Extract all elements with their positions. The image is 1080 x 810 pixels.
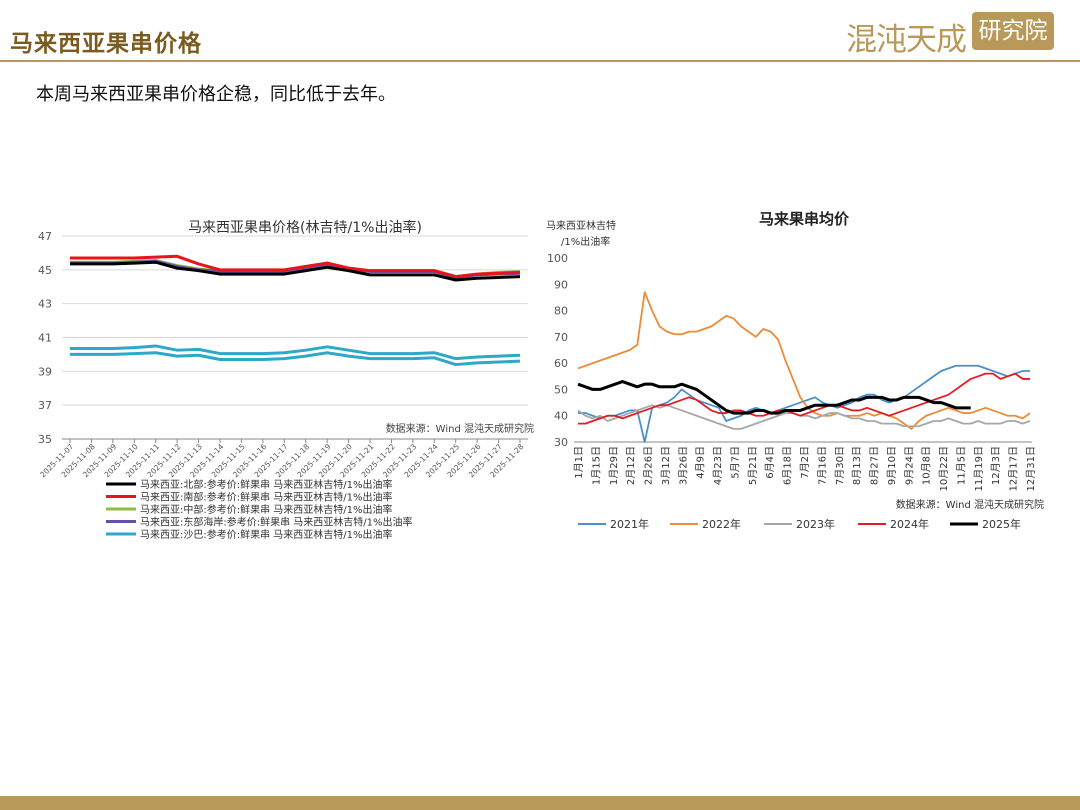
y-tick-label: 80: [554, 305, 568, 318]
y-tick-label: 30: [554, 436, 568, 449]
y-tick-label: 45: [38, 264, 52, 277]
y-tick-label: 40: [554, 410, 568, 423]
y-tick-label: 90: [554, 278, 568, 291]
x-tick-label: 1月15日: [590, 446, 602, 485]
y-tick-label: 39: [38, 365, 52, 378]
y-tick-label: 60: [554, 357, 568, 370]
y-tick-label: 100: [547, 252, 568, 265]
x-tick-label: 2月12日: [625, 446, 637, 485]
y-tick-label: 70: [554, 331, 568, 344]
series-line: [70, 351, 521, 367]
series-line: [70, 260, 521, 282]
legend-label: 马来西亚:中部:参考价:鲜果串 马来西亚林吉特/1%出油率: [140, 503, 393, 516]
x-tick-label: 2月26日: [643, 446, 655, 485]
legend-label: 2022年: [702, 517, 741, 531]
logo-text: 混沌天成: [846, 22, 967, 58]
legend-label: 马来西亚:东部海岸:参考价:鲜果串 马来西亚林吉特/1%出油率: [140, 516, 413, 529]
x-tick-label: 7月30日: [834, 446, 846, 485]
footer-bar: [0, 796, 1080, 810]
x-tick-label: 10月22日: [938, 446, 950, 491]
series-line: [577, 404, 1031, 430]
header-title: 马来西亚果串价格: [10, 31, 202, 57]
x-tick-label: 7月2日: [799, 446, 811, 479]
x-tick-label: 12月31日: [1025, 446, 1037, 491]
legend-label: 马来西亚:沙巴:参考价:鲜果串 马来西亚林吉特/1%出油率: [140, 528, 393, 541]
x-tick-label: 5月7日: [729, 446, 741, 479]
logo-box-text: 研究院: [978, 18, 1048, 44]
x-tick-label: 12月3日: [990, 446, 1002, 485]
series-line: [70, 344, 521, 361]
header-divider: [0, 60, 1080, 62]
x-tick-label: 8月13日: [851, 446, 863, 485]
y-tick-label: 47: [38, 230, 52, 243]
series-line: [577, 291, 1031, 430]
legend-label: 2023年: [796, 517, 835, 531]
legend-label: 2025年: [982, 517, 1021, 531]
x-tick-label: 12月17日: [1008, 446, 1020, 491]
chart-source: 数据来源：Wind 混沌天成研究院: [386, 422, 534, 435]
x-tick-label: 1月1日: [573, 446, 585, 479]
y-tick-label: 50: [554, 383, 568, 396]
x-tick-label: 4月9日: [695, 446, 707, 479]
series-line: [577, 380, 971, 415]
legend-label: 2021年: [610, 517, 649, 531]
y-tick-label: 37: [38, 399, 52, 412]
x-tick-label: 9月10日: [886, 446, 898, 485]
x-tick-label: 6月4日: [764, 446, 776, 479]
chart-source: 数据来源：Wind 混沌天成研究院: [896, 498, 1044, 511]
x-tick-label: 7月16日: [816, 446, 828, 485]
y-tick-label: 41: [38, 332, 52, 345]
x-tick-label: 3月12日: [660, 446, 672, 485]
x-tick-label: 8月27日: [869, 446, 881, 485]
y-axis-label: /1%出油率: [561, 235, 610, 248]
x-tick-label: 4月23日: [712, 446, 724, 485]
logo-box: 研究院: [972, 12, 1054, 50]
legend-label: 马来西亚:南部:参考价:鲜果串 马来西亚林吉特/1%出油率: [140, 491, 393, 504]
x-tick-label: 1月29日: [608, 446, 620, 485]
x-tick-label: 10月8日: [921, 446, 933, 485]
x-tick-label: 5月21日: [747, 446, 759, 485]
x-tick-label: 9月24日: [903, 446, 915, 485]
series-line: [70, 254, 521, 279]
chart-title: 马来果串均价: [759, 210, 850, 228]
series-line: [578, 372, 1030, 425]
logo: 混沌天成 研究院: [846, 10, 1056, 58]
x-tick-label: 3月26日: [677, 446, 689, 485]
page-subtitle: 本周马来西亚果串价格企稳，同比低于去年。: [36, 84, 396, 105]
y-tick-label: 35: [38, 433, 52, 446]
y-axis-label: 马来西亚林吉特: [546, 219, 616, 232]
chart-title: 马来西亚果串价格(林吉特/1%出油率): [188, 219, 422, 236]
legend-label: 马来西亚:北部:参考价:鲜果串 马来西亚林吉特/1%出油率: [140, 478, 393, 491]
y-tick-label: 43: [38, 298, 52, 311]
legend-label: 2024年: [890, 517, 929, 531]
x-tick-label: 6月18日: [782, 446, 794, 485]
x-tick-label: 11月19日: [973, 446, 985, 491]
x-tick-label: 11月5日: [955, 446, 967, 485]
